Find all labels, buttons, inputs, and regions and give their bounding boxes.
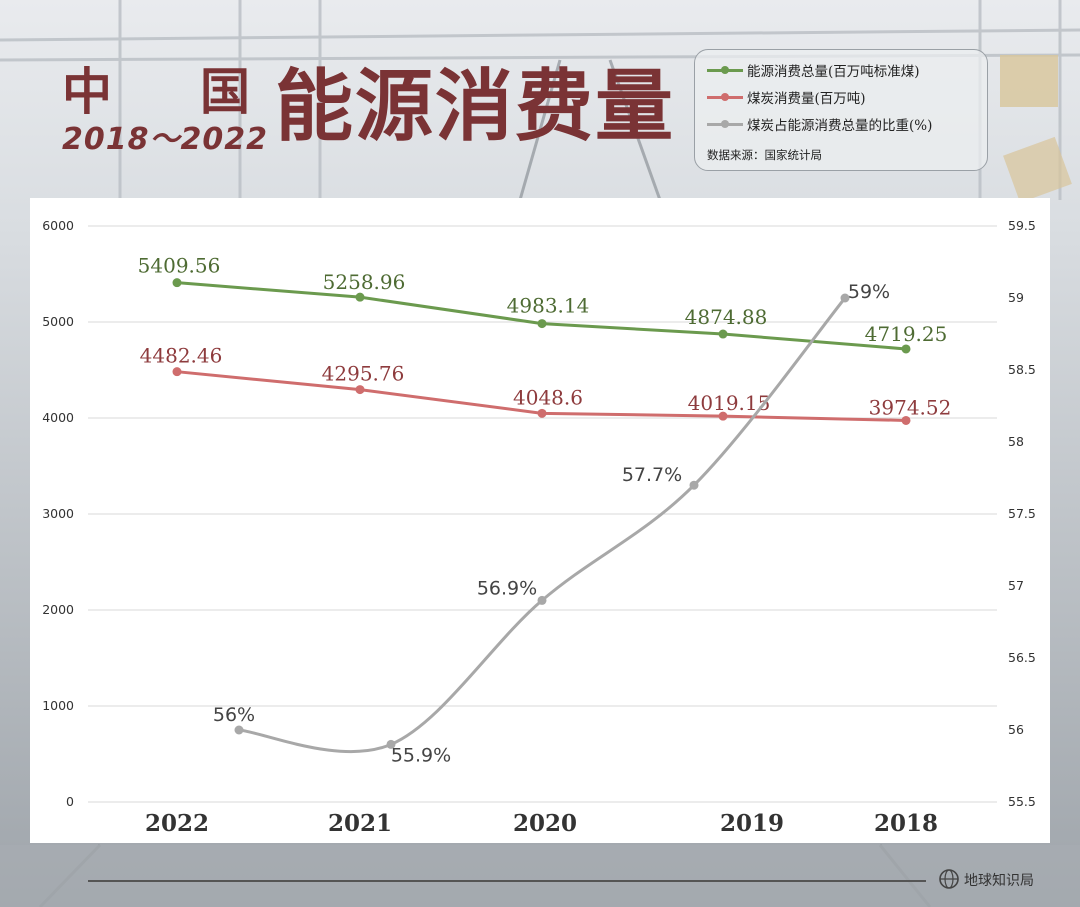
data-point	[537, 319, 547, 329]
chart-panel: 0 1000 2000 3000 4000 5000 6000 55.5 56 56.5 57 57.…	[30, 198, 1050, 843]
x-tick-label: 2018	[874, 810, 938, 837]
legend-label-share: 煤炭占能源消费总量的比重(%)	[747, 118, 933, 134]
legend-swatch-energy	[707, 63, 743, 77]
data-label: 3974.52	[869, 395, 952, 419]
data-label: 4295.76	[322, 362, 405, 386]
y-right-tick-label: 58	[1008, 434, 1024, 449]
data-point	[689, 480, 699, 490]
data-point	[386, 739, 396, 749]
data-label: 57.7%	[622, 464, 682, 486]
data-point	[901, 344, 911, 354]
data-point	[355, 385, 365, 395]
y-right-tick-label: 59	[1008, 290, 1024, 305]
data-point	[234, 725, 244, 735]
y-left-tick-label: 0	[66, 794, 74, 809]
data-label: 55.9%	[391, 744, 451, 766]
data-label: 56%	[213, 704, 255, 726]
x-tick-label: 2020	[513, 810, 577, 837]
data-point	[172, 367, 182, 377]
footer-brand: 地球知识局	[964, 873, 1034, 889]
y-right-tick-label: 59.5	[1008, 218, 1036, 233]
legend-label-coal: 煤炭消费量(百万吨)	[747, 91, 866, 107]
data-label: 59%	[848, 281, 890, 303]
y-right-tick-label: 57.5	[1008, 506, 1036, 521]
data-label: 5258.96	[323, 270, 406, 294]
data-label: 4983.14	[507, 294, 590, 318]
y-left-tick-label: 1000	[42, 698, 74, 713]
footer-divider	[88, 880, 926, 882]
data-point	[537, 408, 547, 418]
data-label: 4719.25	[865, 322, 948, 346]
legend-item-share: 煤炭占能源消费总量的比重(%)	[707, 114, 932, 134]
legend-item-coal: 煤炭消费量(百万吨)	[707, 87, 866, 107]
y-right-tick-label: 57	[1008, 578, 1024, 593]
legend-label-energy: 能源消费总量(百万吨标准煤)	[747, 64, 920, 80]
data-label: 4482.46	[140, 344, 223, 368]
x-tick-label: 2022	[145, 810, 209, 837]
y-left-tick-label: 4000	[42, 410, 74, 425]
y-right-tick-label: 55.5	[1008, 794, 1036, 809]
legend-swatch-share	[707, 117, 743, 131]
data-label: 56.9%	[477, 577, 537, 599]
y-left-tick-label: 3000	[42, 506, 74, 521]
globe-icon	[939, 869, 959, 889]
y-left-tick-label: 6000	[42, 218, 74, 233]
legend-swatch-coal	[707, 90, 743, 104]
y-right-tick-label: 58.5	[1008, 362, 1036, 377]
x-tick-label: 2019	[720, 810, 784, 837]
data-point	[537, 595, 547, 605]
data-label: 4874.88	[685, 305, 768, 329]
x-tick-label: 2021	[328, 810, 392, 837]
y-right-tick-label: 56.5	[1008, 650, 1036, 665]
page-title: 能源消费量	[275, 62, 676, 152]
data-point	[901, 415, 911, 425]
y-right-tick-label: 56	[1008, 722, 1024, 737]
title-years: 2018～2022	[62, 122, 268, 157]
data-point	[718, 411, 728, 421]
y-left-tick-label: 2000	[42, 602, 74, 617]
data-label: 4048.6	[513, 385, 583, 409]
legend-item-energy: 能源消费总量(百万吨标准煤)	[707, 60, 920, 80]
data-source: 数据来源：国家统计局	[707, 148, 822, 162]
data-point	[172, 278, 182, 288]
data-label: 5409.56	[138, 254, 221, 278]
data-point	[718, 329, 728, 339]
title-guo: 国	[200, 63, 250, 121]
title-zhong: 中	[62, 63, 112, 121]
data-point	[840, 293, 850, 303]
chart: 0 1000 2000 3000 4000 5000 6000 55.5 56 56.5 57 57.…	[42, 218, 1036, 837]
legend: 能源消费总量(百万吨标准煤) 煤炭消费量(百万吨) 煤炭占能源消费总量的比重(%…	[694, 49, 988, 171]
data-point	[355, 292, 365, 302]
y-left-tick-label: 5000	[42, 314, 74, 329]
